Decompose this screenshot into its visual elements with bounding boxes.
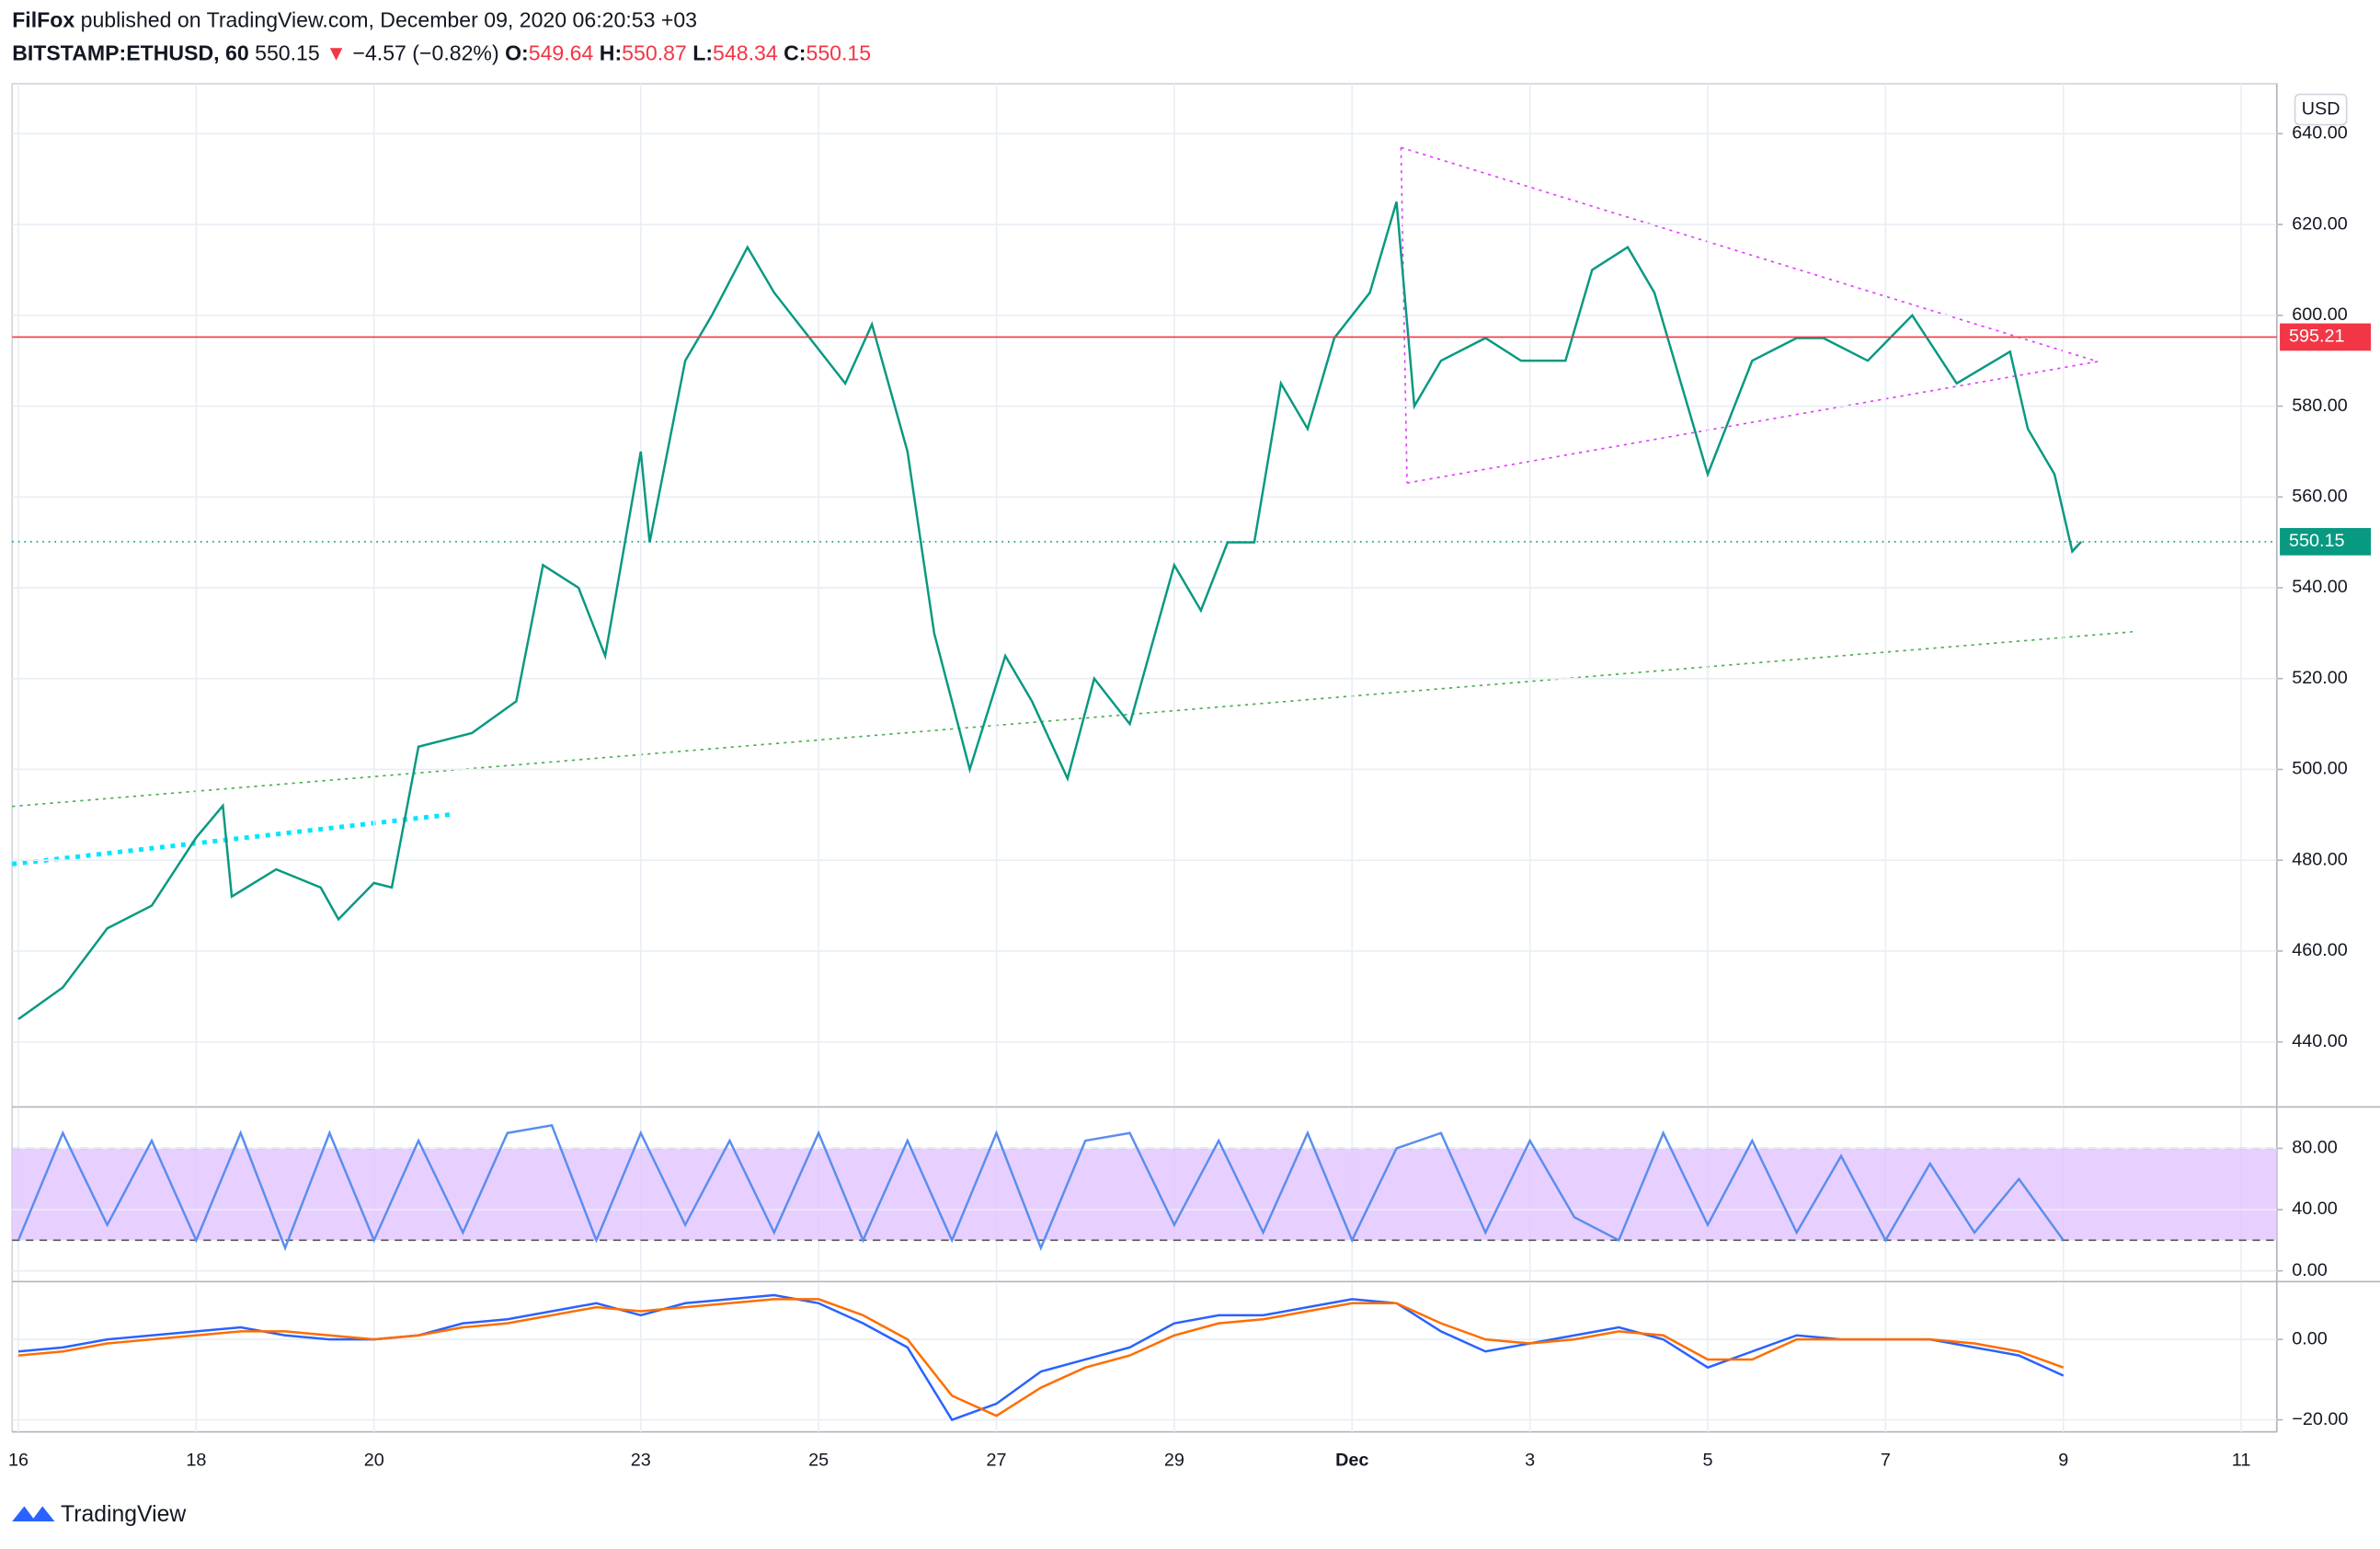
x-tick-label: 25: [808, 1450, 829, 1470]
y-tick-label: 0.00: [2292, 1260, 2328, 1280]
x-tick-label: 16: [8, 1450, 29, 1470]
y-tick-label: 440.00: [2292, 1031, 2348, 1051]
ohlc-value: 548.34: [713, 41, 778, 65]
series-line: [17, 201, 2082, 1021]
y-tick-label: 460.00: [2292, 940, 2348, 960]
price-label-box: [2280, 323, 2372, 351]
y-tick-label: 580.00: [2292, 396, 2348, 416]
x-tick-label: 7: [1881, 1450, 1891, 1470]
x-tick-label: 11: [2232, 1450, 2251, 1470]
y-tick-label: 40.00: [2292, 1199, 2338, 1219]
x-tick-label: 29: [1164, 1450, 1184, 1470]
x-tick-label: 27: [986, 1450, 1006, 1470]
x-tick-label: 3: [1525, 1450, 1535, 1470]
ohlc-label: L:: [692, 41, 713, 65]
price-label: 595.21: [2289, 327, 2345, 347]
x-tick-label: 5: [1702, 1450, 1712, 1470]
y-tick-label: 520.00: [2292, 668, 2348, 688]
x-tick-label: 23: [631, 1450, 651, 1470]
price-label-box: [2280, 528, 2372, 556]
y-tick-label: 640.00: [2292, 123, 2348, 143]
price-label: 550.15: [2289, 531, 2345, 551]
y-tick-label: 500.00: [2292, 759, 2348, 779]
y-tick-label: 620.00: [2292, 213, 2348, 234]
ohlc-label: O:: [505, 41, 529, 65]
brand: TradingView: [12, 1502, 186, 1527]
unit-label[interactable]: USD: [2302, 98, 2340, 119]
change: −4.57 (−0.82%): [352, 41, 498, 65]
x-tick-label: 18: [186, 1450, 206, 1470]
y-tick-label: 540.00: [2292, 577, 2348, 597]
brand-name: TradingView: [61, 1502, 186, 1527]
unit-box[interactable]: [2294, 93, 2348, 126]
trendline: [12, 631, 2134, 808]
series-line: [17, 1124, 2065, 1252]
change-arrow: ▼: [326, 41, 347, 65]
ohlc-label: H:: [600, 41, 622, 65]
x-tick-label: 20: [364, 1450, 384, 1470]
publish-line: FilFox published on TradingView.com, Dec…: [12, 7, 697, 31]
ohlc-value: 550.87: [622, 41, 687, 65]
y-tick-label: 600.00: [2292, 304, 2348, 325]
ohlc-value: 549.64: [529, 41, 594, 65]
y-tick-label: 80.00: [2292, 1138, 2338, 1158]
ohlc-label: C:: [784, 41, 806, 65]
brand-logo: [12, 1506, 55, 1522]
published: published on TradingView.com, December 0…: [81, 7, 697, 31]
triangle-lower: [1406, 361, 2099, 484]
y-tick-label: 560.00: [2292, 487, 2348, 507]
ohlc-value: 550.15: [806, 41, 871, 65]
y-tick-label: 0.00: [2292, 1328, 2328, 1348]
y-tick-label: 480.00: [2292, 849, 2348, 869]
quote-line: BITSTAMP:ETHUSD, 60 550.15 ▼ −4.57 (−0.8…: [12, 41, 871, 65]
y-tick-label: −20.00: [2292, 1409, 2348, 1429]
triangle-upper: [1401, 146, 2099, 362]
x-tick-label: Dec: [1335, 1450, 1368, 1470]
symbol: BITSTAMP:ETHUSD, 60: [12, 41, 248, 65]
x-tick-label: 9: [2058, 1450, 2068, 1470]
last-price: 550.15: [255, 41, 320, 65]
series-line: [17, 1298, 2065, 1417]
author: FilFox: [12, 7, 74, 31]
series-line: [17, 1293, 2065, 1422]
